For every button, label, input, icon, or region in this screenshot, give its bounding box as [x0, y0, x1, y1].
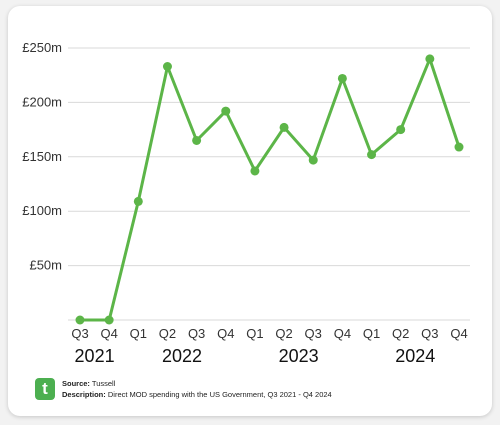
source-line: Source: Tussell	[62, 378, 332, 389]
chart-footer: t Source: Tussell Description: Direct MO…	[35, 378, 332, 400]
tussell-logo: t	[35, 378, 55, 400]
x-tick-label: Q3	[421, 326, 438, 341]
data-point	[454, 142, 464, 152]
data-point	[250, 166, 260, 176]
x-tick-label: Q1	[130, 326, 147, 341]
data-point	[221, 106, 231, 116]
x-tick-label: Q2	[159, 326, 176, 341]
data-point	[425, 54, 435, 64]
description-value: Direct MOD spending with the US Governme…	[107, 390, 332, 399]
x-tick-label: Q4	[100, 326, 117, 341]
data-point	[396, 125, 406, 135]
x-tick-label: Q4	[217, 326, 234, 341]
series-layer	[75, 54, 464, 325]
year-label: 2021	[75, 346, 115, 366]
data-point	[308, 155, 318, 165]
x-tick-label: Q1	[363, 326, 380, 341]
x-axis-ticks: Q3 Q4 Q1 Q2 Q3 Q4 Q1 Q2 Q3 Q4 Q1 Q2 Q3 Q4	[71, 326, 467, 341]
y-tick-label: £150m	[22, 149, 62, 164]
data-point	[337, 73, 347, 83]
gridlines	[68, 47, 470, 321]
y-tick-label: £200m	[22, 94, 62, 109]
data-point	[75, 315, 85, 325]
source-value: Tussell	[91, 379, 116, 388]
data-point	[367, 150, 377, 160]
data-point	[279, 122, 289, 132]
year-label: 2022	[162, 346, 202, 366]
data-point	[192, 135, 202, 145]
year-label: 2023	[279, 346, 319, 366]
year-labels: 2021 2022 2023 2024	[75, 346, 436, 366]
year-label: 2024	[395, 346, 435, 366]
data-point	[104, 315, 114, 325]
y-tick-label: £50m	[29, 258, 62, 273]
series-line	[80, 57, 461, 322]
data-point	[133, 196, 143, 206]
x-tick-label: Q1	[246, 326, 263, 341]
chart-meta: Source: Tussell Description: Direct MOD …	[62, 378, 332, 400]
y-tick-label: £250m	[22, 40, 62, 55]
x-tick-label: Q4	[334, 326, 351, 341]
x-tick-label: Q3	[71, 326, 88, 341]
x-tick-label: Q4	[450, 326, 467, 341]
y-tick-label: £100m	[22, 203, 62, 218]
description-label: Description:	[62, 390, 106, 399]
y-axis-ticks: £50m £100m £150m £200m £250m	[22, 40, 62, 273]
x-tick-label: Q2	[392, 326, 409, 341]
description-line: Description: Direct MOD spending with th…	[62, 389, 332, 400]
x-tick-label: Q3	[305, 326, 322, 341]
x-tick-label: Q2	[275, 326, 292, 341]
data-point	[162, 61, 172, 71]
source-label: Source:	[62, 379, 90, 388]
x-tick-label: Q3	[188, 326, 205, 341]
